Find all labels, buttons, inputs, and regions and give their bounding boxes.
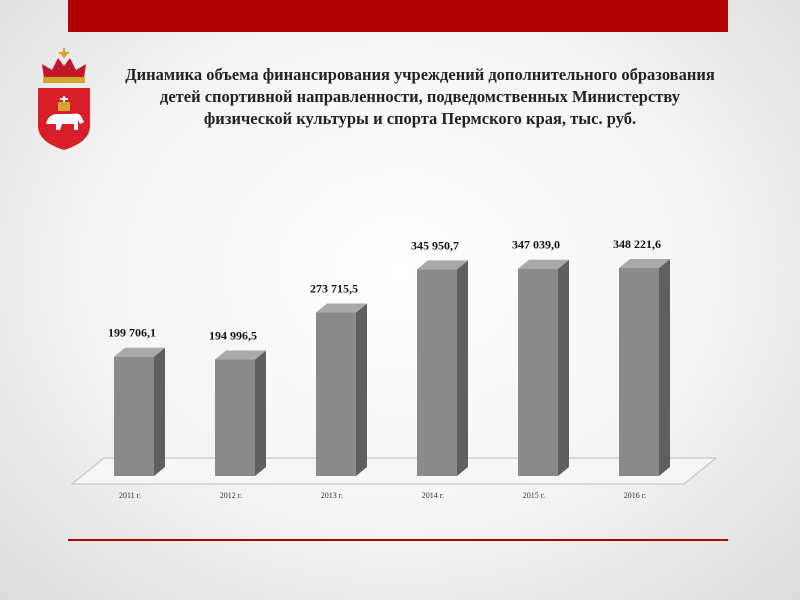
bar-top xyxy=(215,350,266,360)
data-label: 345 950,7 xyxy=(411,238,459,252)
x-tick-label: 2013 г. xyxy=(321,491,343,500)
bottom-accent-rule xyxy=(68,539,728,541)
data-label: 194 996,5 xyxy=(209,329,257,343)
bar-top xyxy=(114,347,165,357)
x-tick-label: 2015 г. xyxy=(523,491,545,500)
bar xyxy=(215,359,255,476)
bar-side xyxy=(457,260,468,476)
top-accent-bar xyxy=(68,0,728,32)
bar-top xyxy=(619,259,670,268)
chart-title: Динамика объема финансирования учреждени… xyxy=(125,65,715,128)
bar-top xyxy=(518,259,569,269)
bar-top xyxy=(417,260,468,270)
bar xyxy=(518,268,558,476)
bar xyxy=(417,269,457,476)
bar-side xyxy=(154,347,165,476)
data-label: 347 039,0 xyxy=(512,238,560,252)
data-label: 199 706,1 xyxy=(108,326,156,340)
bar xyxy=(316,312,356,476)
x-tick-label: 2014 г. xyxy=(422,491,444,500)
bar-side xyxy=(659,259,670,476)
bar-side xyxy=(356,303,367,476)
data-label: 273 715,5 xyxy=(310,282,358,296)
bar xyxy=(619,268,659,476)
x-tick-label: 2011 г. xyxy=(119,491,141,500)
x-tick-label: 2016 г. xyxy=(624,491,646,500)
bar xyxy=(114,356,154,476)
coat-of-arms-icon xyxy=(38,48,90,150)
data-label: 348 221,6 xyxy=(613,237,661,251)
x-tick-label: 2012 г. xyxy=(220,491,242,500)
bar-side xyxy=(558,259,569,476)
bar-side xyxy=(255,350,266,476)
bar-top xyxy=(316,303,367,313)
